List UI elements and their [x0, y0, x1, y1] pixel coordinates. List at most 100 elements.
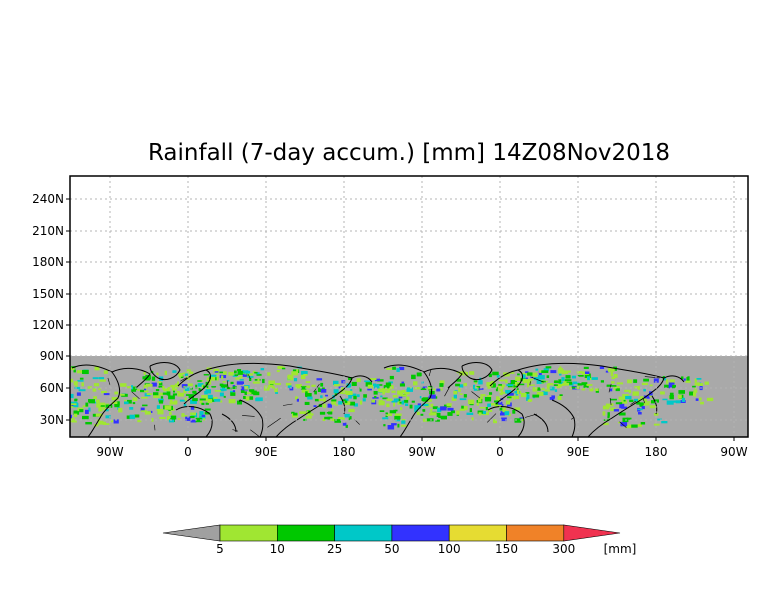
rain-cell: [204, 412, 210, 415]
rain-cell: [476, 402, 479, 406]
rain-cell: [281, 367, 286, 370]
rain-cell: [268, 380, 275, 385]
rain-cell: [432, 388, 436, 391]
rain-cell: [607, 415, 610, 419]
x-tick-label: 90W: [720, 445, 747, 459]
rain-cell: [556, 384, 562, 389]
rain-cell: [637, 408, 643, 411]
rain-cell: [70, 414, 72, 419]
rain-cell: [168, 395, 175, 400]
rain-cell: [186, 369, 191, 374]
rain-cell: [367, 384, 373, 389]
rain-cell: [633, 398, 638, 402]
rain-cell: [70, 378, 74, 382]
rain-cell: [687, 376, 690, 381]
rain-cell: [387, 425, 395, 430]
rain-cell: [239, 375, 243, 378]
rain-cell: [486, 395, 492, 399]
rain-cell: [642, 403, 650, 406]
rain-cell: [509, 397, 512, 401]
rain-cell: [564, 370, 571, 373]
rain-cell: [244, 370, 251, 374]
rain-cell: [571, 375, 576, 379]
rain-cell: [500, 411, 506, 416]
rain-cell: [172, 393, 177, 396]
coastlines: [71, 362, 685, 437]
empty-plot-area: [70, 176, 748, 356]
rain-cell: [77, 380, 84, 382]
rain-cell: [240, 390, 245, 393]
rain-cell: [114, 404, 120, 408]
rain-cell: [76, 392, 81, 396]
rain-cell: [333, 389, 339, 394]
rain-cell: [160, 396, 164, 399]
rain-cell: [509, 372, 515, 374]
y-tick-label: 240N: [32, 192, 64, 206]
rain-cell: [386, 398, 393, 402]
rain-cell: [672, 384, 676, 389]
rain-cell: [581, 388, 586, 391]
rain-cell: [95, 413, 103, 417]
rain-cell: [168, 419, 175, 423]
colorbar-bin: [448, 524, 507, 542]
rain-cell: [339, 391, 344, 394]
rain-cell: [566, 381, 573, 385]
rain-cell: [459, 371, 466, 374]
rain-cell: [536, 379, 544, 384]
rain-cell: [314, 390, 317, 395]
colorbar-unit: [mm]: [604, 542, 637, 556]
rain-cell: [637, 385, 640, 390]
rain-cell: [103, 406, 106, 411]
rain-cell: [254, 371, 258, 374]
rain-cell: [666, 379, 669, 384]
border-line: [642, 397, 646, 404]
rain-cell: [198, 388, 202, 391]
rain-cell: [162, 386, 165, 390]
rain-cell: [527, 378, 532, 384]
rain-cell: [621, 406, 627, 409]
rain-cell: [190, 399, 197, 404]
rain-cell: [389, 385, 394, 389]
rain-cell: [610, 403, 614, 407]
rain-cell: [144, 386, 147, 391]
rain-cell: [184, 386, 190, 391]
rain-cell: [618, 421, 621, 424]
rain-cell: [395, 413, 402, 416]
rain-cell: [515, 376, 521, 381]
rain-cell: [167, 415, 171, 421]
rain-cell: [378, 400, 384, 405]
rain-cell: [643, 378, 649, 382]
rain-cell: [632, 391, 639, 396]
rain-cell: [406, 387, 413, 392]
rain-cell: [435, 419, 440, 422]
rain-cell: [463, 382, 467, 387]
rain-cell: [411, 374, 416, 380]
rain-cell: [287, 385, 292, 388]
rain-cell: [201, 395, 208, 398]
border-line: [154, 424, 156, 431]
rain-cell: [243, 396, 246, 399]
rain-cell: [92, 377, 99, 380]
rain-cell: [190, 387, 193, 390]
rain-cell: [379, 410, 385, 412]
rain-cell: [331, 400, 337, 405]
border-line: [486, 413, 497, 423]
rain-cell: [490, 403, 497, 406]
rain-cell: [342, 390, 348, 395]
rain-cell: [554, 389, 558, 392]
y-tick-label: 150N: [32, 287, 64, 301]
rain-cell: [71, 404, 75, 407]
rain-cell: [404, 391, 410, 395]
rain-cell: [104, 409, 109, 412]
rain-cell: [694, 387, 697, 390]
rain-cell: [103, 393, 110, 396]
rain-cell: [606, 384, 611, 387]
rain-cell: [146, 393, 153, 395]
rain-cell: [346, 383, 352, 388]
rain-cell: [189, 371, 194, 374]
rain-cell: [222, 381, 226, 383]
rain-cell: [348, 394, 352, 399]
rain-cell: [544, 389, 551, 392]
rain-cell: [400, 424, 407, 427]
rain-cell: [694, 382, 700, 386]
